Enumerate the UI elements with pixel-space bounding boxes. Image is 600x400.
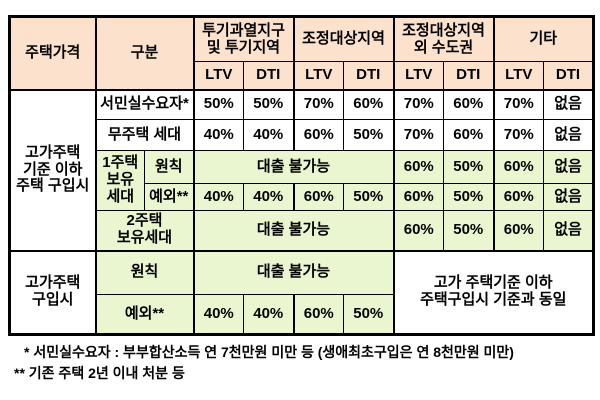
row-category: 원칙 xyxy=(94,249,194,295)
ltv-dti-value: 50% xyxy=(343,294,394,335)
ltv-dti-value: 없음 xyxy=(543,88,594,120)
header-group-other: 기타 xyxy=(492,16,594,62)
row-category-group-one-house: 1주택 보유 세대 xyxy=(94,150,145,211)
same-criteria-note: 고가 주택기준 이하 주택구입시 기준과 동일 xyxy=(392,249,594,335)
ltv-dti-value: 40% xyxy=(192,294,244,335)
loan-impossible-cell: 대출 불가능 xyxy=(192,150,394,184)
ltv-dti-value: 없음 xyxy=(543,119,594,151)
header-dti: DTI xyxy=(343,61,394,90)
loan-impossible-cell: 대출 불가능 xyxy=(192,210,394,251)
ltv-dti-value: 60% xyxy=(492,150,544,184)
ltv-dti-value: 50% xyxy=(192,88,244,120)
ltv-dti-value: 40% xyxy=(192,183,244,211)
section-label-high-price: 고가주택 구입시 xyxy=(9,249,96,335)
header-ltv: LTV xyxy=(292,61,344,90)
header-category: 구분 xyxy=(94,16,194,90)
row-category: 원칙 xyxy=(144,150,194,184)
ltv-dti-value: 50% xyxy=(443,183,494,211)
ltv-dti-value: 60% xyxy=(292,294,344,335)
ltv-dti-value: 60% xyxy=(443,88,494,120)
ltv-dti-value: 50% xyxy=(243,88,294,120)
loan-impossible-cell: 대출 불가능 xyxy=(192,249,394,295)
footnote-existing-house-disposal: ** 기존 주택 2년 이내 처분 등 xyxy=(14,365,185,381)
ltv-dti-value: 70% xyxy=(492,119,544,151)
header-ltv: LTV xyxy=(392,61,444,90)
header-group-speculation-zone: 투기과열지구 및 투기지역 xyxy=(192,16,294,62)
ltv-dti-value: 70% xyxy=(392,88,444,120)
ltv-dti-value: 40% xyxy=(243,183,294,211)
ltv-dti-value: 40% xyxy=(243,294,294,335)
ltv-dti-value: 40% xyxy=(192,119,244,151)
ltv-dti-value: 50% xyxy=(343,183,394,211)
ltv-dti-value: 40% xyxy=(243,119,294,151)
ltv-dti-value: 없음 xyxy=(543,150,594,184)
ltv-dti-value: 없음 xyxy=(543,183,594,211)
header-group-adjustment-zone: 조정대상지역 xyxy=(292,16,394,62)
ltv-dti-value: 60% xyxy=(343,88,394,120)
ltv-dti-value: 50% xyxy=(443,150,494,184)
header-dti: DTI xyxy=(443,61,494,90)
ltv-dti-value: 60% xyxy=(443,119,494,151)
section-label-below-threshold: 고가주택 기준 이하 주택 구입시 xyxy=(9,88,96,251)
row-category: 예외** xyxy=(94,294,194,335)
ltv-dti-value: 50% xyxy=(443,210,494,251)
ltv-dti-value: 60% xyxy=(492,210,544,251)
header-dti: DTI xyxy=(243,61,294,90)
header-group-metro-outside: 조정대상지역 외 수도권 xyxy=(392,16,494,62)
header-house-price: 주택가격 xyxy=(9,16,96,90)
ltv-dti-value: 60% xyxy=(492,183,544,211)
row-category-two-house: 2주택 보유세대 xyxy=(94,210,194,251)
ltv-dti-value: 50% xyxy=(343,119,394,151)
header-ltv: LTV xyxy=(492,61,544,90)
footnotes: * 서민실수요자 : 부부합산소득 연 7천만원 미만 등 (생애최초구입은 연… xyxy=(0,342,600,384)
row-category: 서민실수요자* xyxy=(94,88,194,120)
ltv-dti-value: 70% xyxy=(292,88,344,120)
ltv-dti-value: 60% xyxy=(392,150,444,184)
row-category: 무주택 세대 xyxy=(94,119,194,151)
row-category: 예외** xyxy=(144,183,194,211)
ltv-dti-value: 70% xyxy=(392,119,444,151)
header-ltv: LTV xyxy=(192,61,244,90)
ltv-dti-regulation-table: 주택가격 구분 투기과열지구 및 투기지역 조정대상지역 조정대상지역 외 수도… xyxy=(8,15,595,336)
ltv-dti-value: 60% xyxy=(392,210,444,251)
ltv-dti-value: 70% xyxy=(492,88,544,120)
ltv-dti-value: 없음 xyxy=(543,210,594,251)
header-dti: DTI xyxy=(543,61,594,90)
footnote-working-class-buyer: * 서민실수요자 : 부부합산소득 연 7천만원 미만 등 (생애최초구입은 연… xyxy=(24,344,514,360)
ltv-dti-value: 60% xyxy=(392,183,444,211)
ltv-dti-value: 60% xyxy=(292,119,344,151)
ltv-dti-value: 60% xyxy=(292,183,344,211)
